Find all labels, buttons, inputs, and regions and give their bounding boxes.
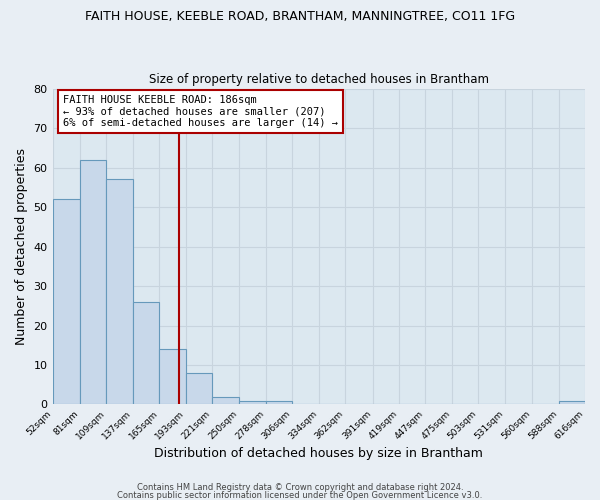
Text: FAITH HOUSE KEEBLE ROAD: 186sqm
← 93% of detached houses are smaller (207)
6% of: FAITH HOUSE KEEBLE ROAD: 186sqm ← 93% of… [63, 95, 338, 128]
Bar [239, 400, 266, 404]
Bar [185, 373, 212, 404]
Text: FAITH HOUSE, KEEBLE ROAD, BRANTHAM, MANNINGTREE, CO11 1FG: FAITH HOUSE, KEEBLE ROAD, BRANTHAM, MANN… [85, 10, 515, 23]
Bar [266, 400, 292, 404]
X-axis label: Distribution of detached houses by size in Brantham: Distribution of detached houses by size … [154, 447, 483, 460]
Bar [559, 400, 585, 404]
Bar [106, 180, 133, 404]
Bar [133, 302, 159, 404]
Text: Contains HM Land Registry data © Crown copyright and database right 2024.: Contains HM Land Registry data © Crown c… [137, 484, 463, 492]
Bar [159, 349, 185, 405]
Title: Size of property relative to detached houses in Brantham: Size of property relative to detached ho… [149, 73, 489, 86]
Bar [212, 396, 239, 404]
Y-axis label: Number of detached properties: Number of detached properties [15, 148, 28, 345]
Bar [53, 199, 80, 404]
Bar [80, 160, 106, 404]
Text: Contains public sector information licensed under the Open Government Licence v3: Contains public sector information licen… [118, 490, 482, 500]
